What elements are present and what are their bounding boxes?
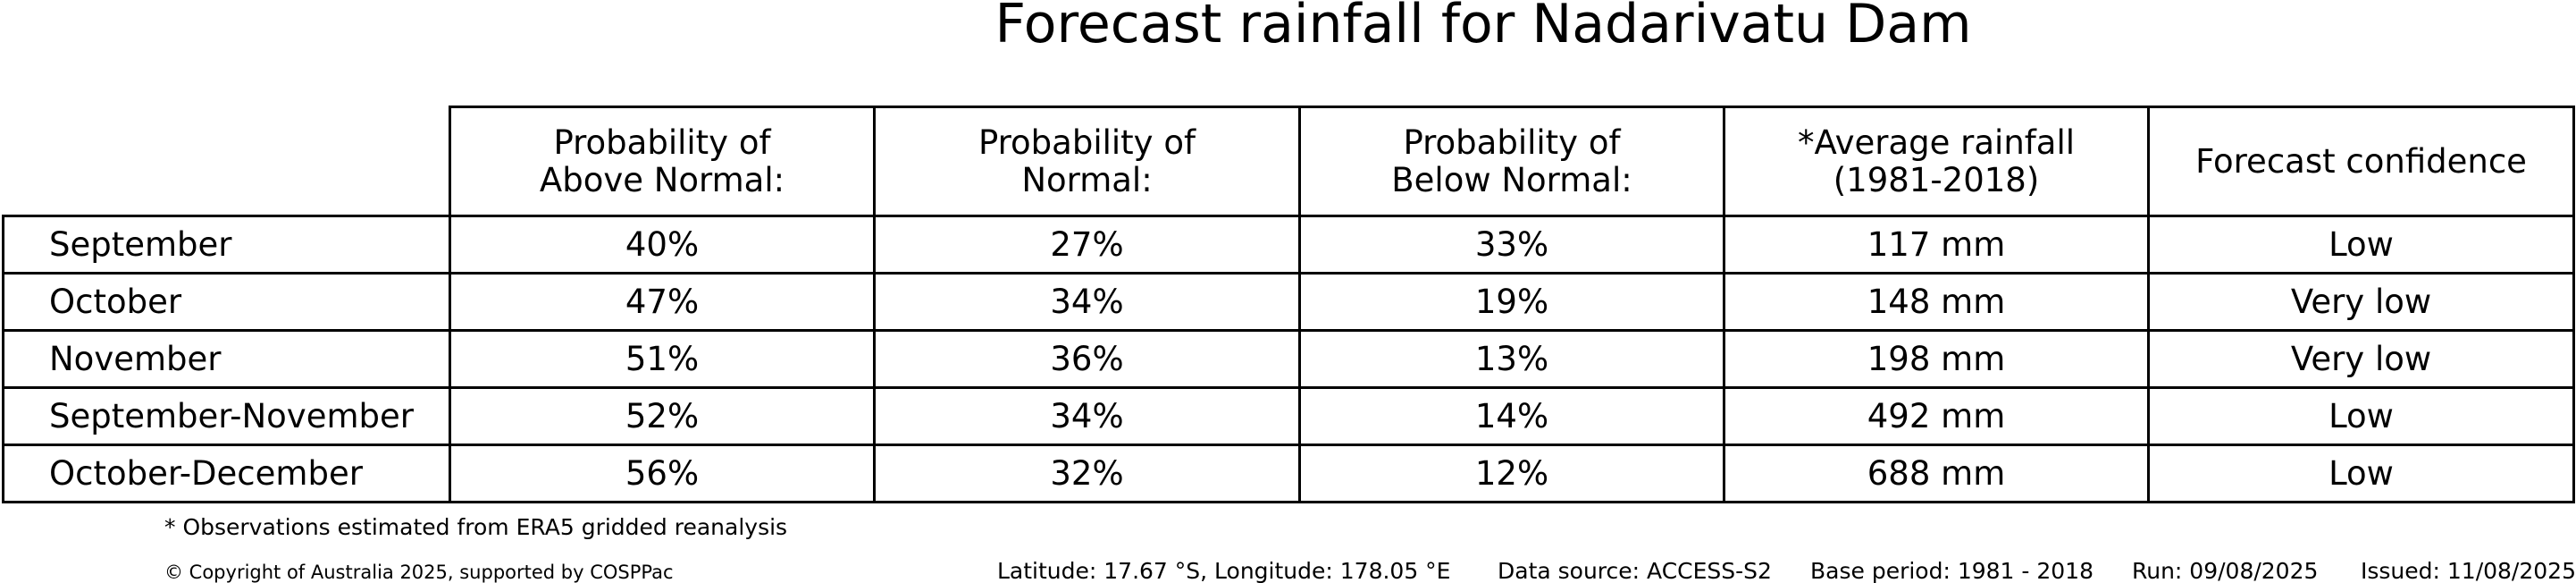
header-line: Normal: <box>1021 160 1153 199</box>
below-normal-cell: 33% <box>1298 215 1725 275</box>
header-forecast-confidence: Forecast confidence <box>2147 106 2575 217</box>
period-cell: September <box>2 215 451 275</box>
footnote: * Observations estimated from ERA5 gridd… <box>164 514 788 540</box>
normal-cell: 34% <box>873 386 1301 446</box>
run-date-info: Run: 09/08/2025 <box>2132 558 2319 583</box>
period-cell: October <box>2 272 451 332</box>
header-line: Below Normal: <box>1391 160 1632 199</box>
above-normal-cell: 40% <box>449 215 876 275</box>
header-normal: Probability of Normal: <box>873 106 1301 217</box>
period-cell: September-November <box>2 386 451 446</box>
average-rainfall-cell: 148 mm <box>1723 272 2150 332</box>
above-normal-cell: 47% <box>449 272 876 332</box>
header-row: Probability of Above Normal: Probability… <box>3 106 2575 217</box>
average-rainfall-cell: 492 mm <box>1723 386 2150 446</box>
header-line: (1981-2018) <box>1833 160 2040 199</box>
table-row: October 47% 34% 19% 148 mm Very low <box>2 272 2575 332</box>
header-line: Probability of <box>553 123 771 162</box>
issued-date-info: Issued: 11/08/2025 <box>2361 558 2576 583</box>
confidence-cell: Very low <box>2147 329 2575 389</box>
confidence-cell: Very low <box>2147 272 2575 332</box>
period-cell: October-December <box>2 444 451 503</box>
copyright-notice: © Copyright of Australia 2025, supported… <box>164 562 674 583</box>
header-line: Probability of <box>1403 123 1621 162</box>
above-normal-cell: 51% <box>449 329 876 389</box>
average-rainfall-cell: 688 mm <box>1723 444 2150 503</box>
header-line: Above Normal: <box>539 160 785 199</box>
table-row: October-December 56% 32% 12% 688 mm Low <box>2 444 2575 503</box>
base-period-info: Base period: 1981 - 2018 <box>1810 558 2094 583</box>
data-source-info: Data source: ACCESS-S2 <box>1498 558 1772 583</box>
table-row: September 40% 27% 33% 117 mm Low <box>2 215 2575 275</box>
average-rainfall-cell: 198 mm <box>1723 329 2150 389</box>
header-line: Forecast confidence <box>2195 141 2527 181</box>
table-row: November 51% 36% 13% 198 mm Very low <box>2 329 2575 389</box>
above-normal-cell: 52% <box>449 386 876 446</box>
header-line: *Average rainfall <box>1797 123 2076 162</box>
normal-cell: 34% <box>873 272 1301 332</box>
period-cell: November <box>2 329 451 389</box>
header-above-normal: Probability of Above Normal: <box>449 106 876 217</box>
below-normal-cell: 19% <box>1298 272 1725 332</box>
below-normal-cell: 12% <box>1298 444 1725 503</box>
confidence-cell: Low <box>2147 386 2575 446</box>
confidence-cell: Low <box>2147 444 2575 503</box>
forecast-table: Probability of Above Normal: Probability… <box>2 106 2575 503</box>
header-below-normal: Probability of Below Normal: <box>1298 106 1725 217</box>
corner-cell <box>3 106 451 217</box>
normal-cell: 36% <box>873 329 1301 389</box>
above-normal-cell: 56% <box>449 444 876 503</box>
normal-cell: 32% <box>873 444 1301 503</box>
table-row: September-November 52% 34% 14% 492 mm Lo… <box>2 386 2575 446</box>
location-info: Latitude: 17.67 °S, Longitude: 178.05 °E <box>997 558 1451 583</box>
confidence-cell: Low <box>2147 215 2575 275</box>
normal-cell: 27% <box>873 215 1301 275</box>
below-normal-cell: 14% <box>1298 386 1725 446</box>
header-average-rainfall: *Average rainfall (1981-2018) <box>1723 106 2150 217</box>
page-title: Forecast rainfall for Nadarivatu Dam <box>994 0 1972 55</box>
below-normal-cell: 13% <box>1298 329 1725 389</box>
average-rainfall-cell: 117 mm <box>1723 215 2150 275</box>
header-line: Probability of <box>978 123 1196 162</box>
